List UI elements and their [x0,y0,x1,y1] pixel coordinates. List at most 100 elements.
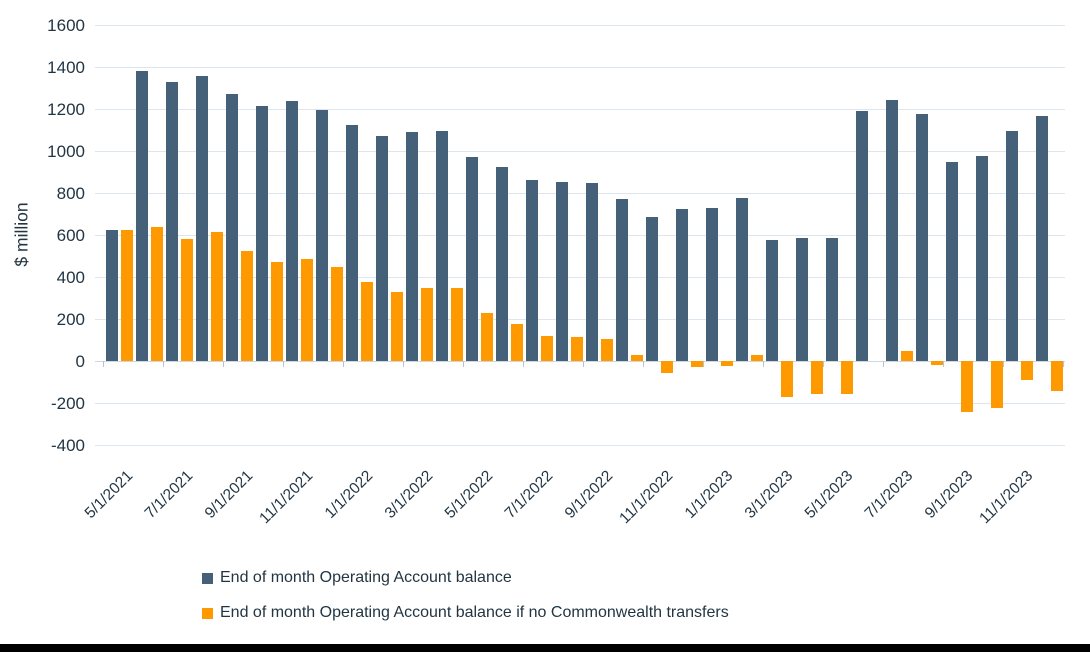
bar-balance-10/1/2021 [255,105,268,362]
legend-label-no-transfers: End of month Operating Account balance i… [220,604,729,621]
bar-balance-4/1/2023 [795,237,808,362]
bar-balance-7/1/2021 [165,82,178,362]
bar-balance-10/1/2023 [975,155,988,362]
gridline [95,25,1065,27]
x-axis-tick [402,361,404,368]
bar-balance-8/1/2021 [195,76,208,362]
bar-no-transfers-9/1/2022 [600,339,613,362]
bar-balance-6/1/2022 [495,167,508,362]
gridline [95,67,1065,69]
gridline [95,151,1065,153]
bar-no-transfers-11/1/2021 [300,258,313,362]
y-tick-label: 800 [56,184,85,204]
x-axis-tick [1062,361,1064,368]
bar-no-transfers-5/1/2021 [120,230,133,362]
bar-no-transfers-12/1/2023 [1050,361,1063,391]
bar-no-transfers-11/1/2022 [660,361,673,373]
bar-balance-11/1/2023 [1005,130,1018,362]
bar-no-transfers-5/1/2023 [840,361,853,394]
y-tick-label: -400 [50,435,85,455]
bar-no-transfers-6/1/2022 [510,323,523,362]
bottom-black-bar [0,644,1090,652]
y-tick-label: 200 [56,309,85,329]
x-axis-tick [762,361,764,368]
bar-no-transfers-8/1/2022 [570,337,583,362]
y-tick-label: 1200 [47,100,85,120]
bar-balance-3/1/2022 [405,131,418,362]
bar-no-transfers-6/1/2021 [150,227,163,362]
y-tick-label: 0 [75,351,85,371]
x-axis-tick [1002,361,1004,368]
y-tick-label: 1400 [47,58,85,78]
y-tick-label: 1600 [47,16,85,36]
x-axis-tick [822,361,824,368]
bar-balance-8/1/2022 [555,182,568,362]
y-tick-label: 1000 [47,142,85,162]
bar-no-transfers-9/1/2023 [960,361,973,412]
bar-balance-8/1/2023 [915,113,928,362]
bar-no-transfers-11/1/2023 [1020,361,1033,381]
x-axis-tick [522,361,524,368]
bar-no-transfers-12/1/2021 [330,267,343,362]
x-axis-tick [942,361,944,368]
bar-balance-9/1/2022 [585,183,598,362]
x-axis-tick [342,361,344,368]
bar-balance-6/1/2023 [855,110,868,362]
legend-item-no-transfers: End of month Operating Account balance i… [202,604,729,622]
gridline [95,318,1065,320]
bar-no-transfers-4/1/2023 [810,361,823,394]
bar-no-transfers-2/1/2023 [750,355,763,362]
gridline [95,109,1065,111]
bar-no-transfers-4/1/2022 [450,287,463,362]
legend-marker-blue-icon [202,572,213,584]
bar-balance-6/1/2021 [135,70,148,362]
bar-balance-2/1/2022 [375,135,388,362]
bar-no-transfers-7/1/2022 [540,336,553,362]
bar-no-transfers-8/1/2021 [210,232,223,362]
bar-no-transfers-7/1/2021 [180,238,193,362]
bar-balance-11/1/2022 [645,216,658,362]
bar-no-transfers-2/1/2022 [390,292,403,362]
bar-no-transfers-9/1/2021 [240,251,253,362]
legend-label-balance: End of month Operating Account balance [220,569,512,586]
bar-balance-12/1/2022 [675,209,688,362]
gridline [95,235,1065,237]
gridline [95,193,1065,195]
bar-no-transfers-3/1/2023 [780,361,793,398]
bar-balance-4/1/2022 [435,130,448,362]
bar-no-transfers-7/1/2023 [900,350,913,362]
bar-balance-10/1/2022 [615,198,628,362]
bar-balance-7/1/2022 [525,179,538,362]
x-axis-tick [282,361,284,368]
x-axis-tick [882,361,884,368]
bar-balance-2/1/2023 [735,197,748,362]
bar-balance-7/1/2023 [885,100,898,362]
gridline [95,277,1065,278]
gridline [95,402,1065,404]
bar-no-transfers-10/1/2023 [990,361,1003,408]
bar-balance-9/1/2023 [945,162,958,362]
zero-gridline [95,360,1065,362]
legend-marker-orange-icon [202,607,213,619]
legend-item-balance: End of month Operating Account balance [202,569,512,587]
bar-no-transfers-10/1/2021 [270,261,283,362]
bar-no-transfers-3/1/2022 [420,287,433,362]
x-axis-tick [162,361,164,368]
bar-no-transfers-8/1/2023 [930,361,943,365]
x-axis-tick [642,361,644,368]
bar-no-transfers-5/1/2022 [480,313,493,362]
x-axis-tick [582,361,584,368]
bar-balance-5/1/2021 [105,230,118,362]
bar-balance-1/1/2022 [345,125,358,362]
bar-no-transfers-12/1/2022 [690,361,703,367]
y-tick-label: 400 [56,268,85,287]
bar-balance-11/1/2021 [285,101,298,362]
y-tick-label: -200 [50,393,85,413]
x-axis-tick [702,361,704,368]
gridline [95,444,1065,446]
y-tick-label: 600 [56,226,85,246]
bar-no-transfers-10/1/2022 [630,355,643,362]
bar-balance-3/1/2023 [765,239,778,362]
bar-balance-5/1/2023 [825,237,838,362]
